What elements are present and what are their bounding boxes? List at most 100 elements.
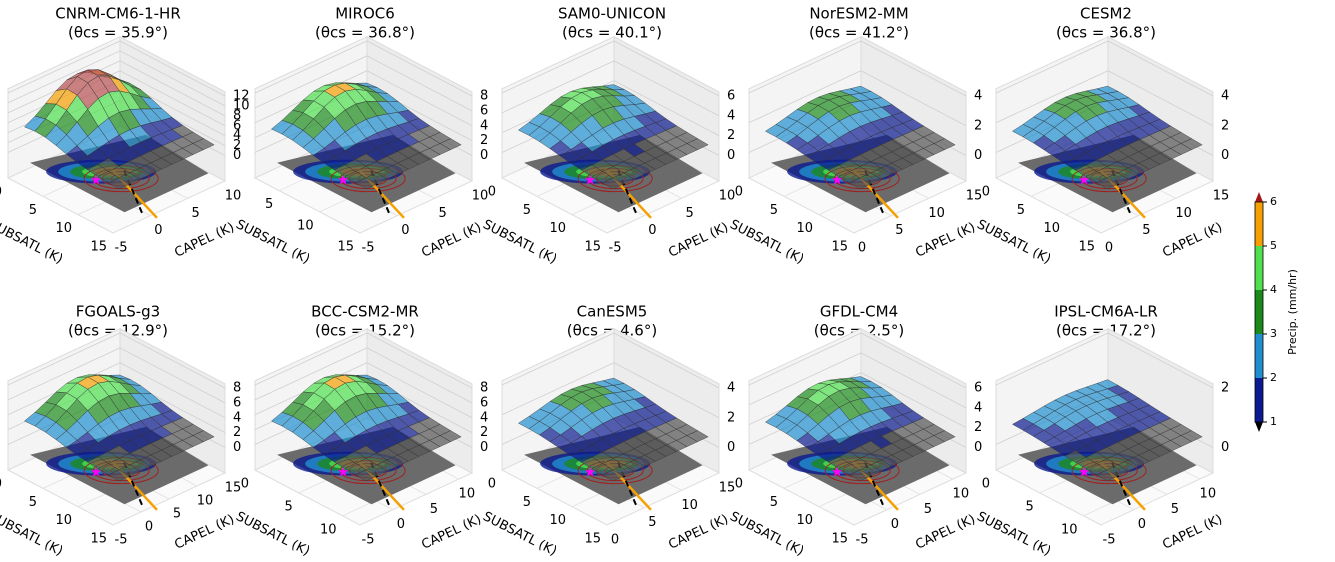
panel-title: CNRM-CM6-1-HR [55,5,181,23]
z-tick-label: 0 [974,440,982,455]
y-tick-label: 10 [197,494,214,509]
y-tick-label: 5 [173,507,181,522]
z-tick-label: 2 [480,425,488,440]
y-tick-label: 5 [895,223,903,238]
arrow [1111,462,1131,506]
y-tick-label: 10 [953,487,970,502]
surface-patch [849,177,871,190]
panel: CESM2(θcs = 36.8°) 0 2 4 0 5 10 15 0 5 10 15 SUBSATL… [974,5,1229,268]
grid-line [606,180,720,234]
panel: FGOALS-g3(θcs = 12.9°)02468051015-505101… [0,303,241,560]
y-tick-label: 15 [1213,189,1230,204]
x-tick-label: 5 [770,495,778,510]
x-tick-label: 10 [549,221,566,236]
y-axis-label: CAPEL (K) [172,220,236,261]
surface-patch [355,177,377,190]
arrow [123,170,143,214]
colorbar-segment [1255,202,1263,246]
y-tick-label: 10 [681,498,698,513]
arrow [617,462,637,506]
y-tick-label: 5 [192,206,200,221]
grid-line [501,362,720,419]
x-axis-label: SUBSATL (K) [233,509,312,559]
x-tick-label: 0 [982,185,990,200]
panel: BCC-CSM2-MR(θcs = 15.2°)024680510-50510S… [233,303,488,560]
colorbar-tick-label: 4 [1270,283,1277,296]
z-tick-label: 6 [480,103,488,118]
grid-line [606,472,720,526]
panel-title: CanESM5 [577,303,648,321]
panel-subtitle: (θcs = 35.9°) [68,24,168,42]
z-tick-label: 0 [727,440,735,455]
x-tick-label: 10 [1061,522,1078,537]
x-tick-label: 10 [297,218,314,233]
colorbar-label: Precip. (mm/hr) [1286,269,1299,355]
arrow [1111,170,1131,214]
surface-patch [108,469,130,482]
grid-line [748,332,967,389]
z-tick-label: 0 [727,148,735,163]
arrow [370,462,390,506]
panel-subtitle: (θcs = 36.8°) [1056,24,1156,42]
z-tick-label: 4 [233,410,241,425]
y-tick-label: -5 [1103,533,1116,548]
z-tick-label: 6 [480,395,488,410]
z-tick-label: 2 [233,425,241,440]
y-tick-label: 5 [686,206,694,221]
x-axis-label: SUBSATL (K) [974,509,1053,559]
colorbar-frame [1254,201,1264,423]
z-tick-label: 8 [233,108,241,123]
x-tick-label: 10 [549,513,566,528]
z-tick-label: 4 [974,400,982,415]
x-tick-label: 10 [55,221,72,236]
grid-line [995,332,1214,389]
y-axis-label: CAPEL (K) [419,512,483,553]
x-tick-label: 15 [831,240,848,255]
z-tick-label: 2 [1221,118,1229,133]
grid-line [748,469,855,526]
y-tick-label: -5 [362,533,375,548]
z-tick-label: 2 [974,420,982,435]
arrow [123,462,143,506]
x-axis-label: SUBSATL (K) [727,217,806,267]
y-tick-label: 0 [611,533,619,548]
y-tick-label: 0 [145,520,153,535]
x-tick-label: 15 [584,532,601,547]
z-tick-label: 8 [480,89,488,104]
grid-line [7,347,226,404]
x-tick-label: 0 [488,477,496,492]
colorbar-extend [1255,192,1263,202]
z-tick-label: 4 [727,108,735,123]
x-tick-label: 15 [90,532,107,547]
surface-patch [108,177,130,190]
y-axis-label: CAPEL (K) [419,220,483,261]
y-tick-label: 0 [1138,517,1146,532]
arrow [864,462,884,506]
x-tick-label: 10 [796,221,813,236]
z-tick-label: 0 [480,440,488,455]
panel-title: SAM0-UNICON [558,5,666,23]
grid-line [853,180,967,234]
y-tick-label: 0 [891,517,899,532]
x-axis-label: SUBSATL (K) [974,217,1053,267]
surface-patch [1096,469,1118,482]
y-tick-label: 10 [719,189,736,204]
y-tick-label: -5 [856,533,869,548]
y-tick-label: -5 [115,241,128,256]
x-tick-label: 10 [796,513,813,528]
z-tick-label: 6 [233,395,241,410]
grid-line [853,472,967,526]
x-tick-label: 0 [735,477,743,492]
y-tick-label: 15 [966,189,983,204]
arrow [617,170,637,214]
z-tick-label: 0 [974,148,982,163]
colorbar-tick-label: 2 [1270,371,1277,384]
grid-line [501,60,720,117]
x-tick-label: 5 [284,499,292,514]
colorbar-segment [1255,334,1263,378]
grid-line [748,177,855,234]
grid-line [501,177,608,234]
z-tick-label: 2 [233,138,241,153]
colorbar-tick-label: 5 [1270,239,1277,252]
